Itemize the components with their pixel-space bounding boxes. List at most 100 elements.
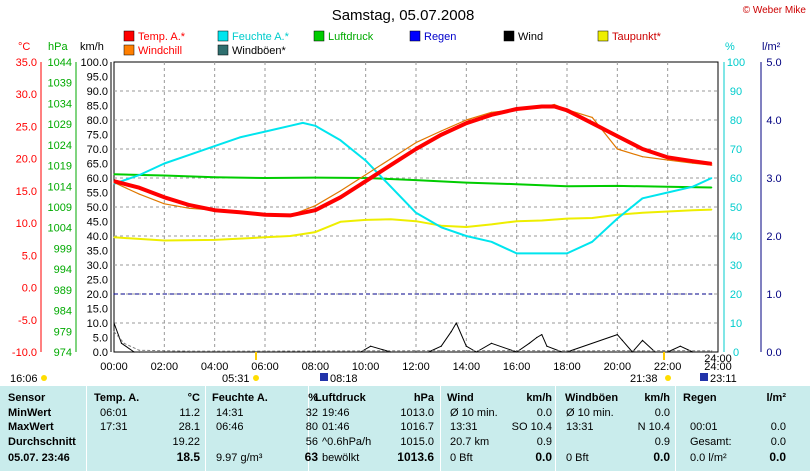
- legend-entry: Feuchte A.*: [232, 31, 290, 43]
- x-tick-label: 20:00: [604, 361, 632, 373]
- data-point: [440, 350, 442, 352]
- data-point: [541, 219, 543, 222]
- sensor-header: Sensor: [8, 392, 46, 404]
- data-point: [163, 174, 165, 177]
- data-point: [188, 207, 191, 209]
- data-point: [591, 241, 593, 243]
- data-point: [113, 293, 115, 295]
- data-point: [631, 351, 634, 353]
- series-line-taupunkt-: [113, 208, 712, 242]
- legend-swatch: [503, 30, 515, 42]
- data-point: [415, 179, 417, 181]
- legend-swatch: [217, 30, 229, 42]
- data-point: [314, 209, 316, 211]
- regen-time: Gesamt:: [690, 436, 732, 448]
- data-point: [214, 145, 216, 147]
- data-point: [138, 193, 140, 195]
- legend-swatch: [409, 30, 421, 42]
- data-point: [188, 351, 191, 353]
- feuchte-time: 14:31: [216, 407, 244, 419]
- druck-time: 19:46: [322, 407, 350, 419]
- kmh-axis-tick-label: 20.0: [87, 289, 108, 301]
- legend-entry: Taupunkt*: [612, 31, 662, 43]
- data-point: [188, 350, 191, 352]
- celsius-axis-tick-label: 10.0: [16, 218, 37, 230]
- sensor-row-label: Durchschnitt: [8, 436, 76, 448]
- column-separator: [440, 386, 441, 471]
- axis-units: °C hPa km/h% l/m²: [18, 41, 781, 53]
- wind-value: 0.9: [536, 436, 552, 448]
- data-point: [239, 136, 241, 138]
- celsius-axis-tick-label: 15.0: [16, 186, 37, 198]
- kmh-axis-tick-label: 30.0: [87, 260, 108, 272]
- x-tick-label: 04:00: [201, 361, 229, 373]
- data-point: [711, 350, 713, 352]
- x-tick-label: 08:00: [302, 361, 330, 373]
- percent-axis-tick-label: 0: [733, 347, 739, 359]
- temp-header: Temp. A.: [94, 392, 140, 404]
- data-point: [711, 293, 713, 295]
- data-point: [138, 174, 140, 176]
- data-point: [450, 331, 452, 333]
- rain-axis-tick-label: 3.0: [766, 173, 781, 185]
- statistics-table: Sensor MinWert MaxWert Durchschnitt 05.07. 2…: [0, 386, 810, 471]
- data-point: [264, 214, 266, 216]
- legend-entry: Temp. A.*: [138, 31, 186, 43]
- legend: Temp. A.* Feuchte A.* Luftdruck Regen Wind Ta…: [123, 30, 662, 57]
- data-point: [528, 342, 530, 344]
- legend-entry: Luftdruck: [328, 31, 374, 43]
- x-tick-label: 18:00: [553, 361, 581, 373]
- data-point: [616, 350, 618, 352]
- rain-unit: l/m²: [762, 41, 781, 53]
- kmh-axis-tick-label: 5.0: [93, 333, 108, 345]
- data-point: [490, 114, 493, 116]
- percent-axis-tick-label: 90: [730, 86, 742, 98]
- data-point: [339, 139, 342, 141]
- celsius-axis-tick-label: -10.0: [12, 347, 37, 359]
- data-point: [553, 105, 556, 108]
- moon-icon: [700, 373, 708, 381]
- rain-axis-tick-label: 1.0: [766, 289, 781, 301]
- column-separator: [675, 386, 676, 471]
- data-point: [516, 108, 518, 110]
- hpa-axis-tick-label: 1039: [48, 78, 72, 90]
- data-point: [120, 342, 123, 344]
- boeen-time: 0 Bft: [566, 452, 589, 464]
- data-point: [360, 351, 362, 353]
- hpa-axis-tick-label: 1029: [48, 119, 72, 131]
- data-point: [188, 204, 191, 206]
- data-point: [566, 351, 568, 353]
- x-tick-label: 12:00: [402, 361, 430, 373]
- feuchte-value: 56: [305, 436, 318, 448]
- data-point: [214, 176, 216, 178]
- data-point: [465, 235, 467, 237]
- legend-entry: Windchill: [138, 45, 182, 57]
- data-point: [314, 231, 316, 233]
- x-tick-label: 16:00: [503, 361, 531, 373]
- data-point: [123, 342, 125, 344]
- column-separator: [308, 386, 309, 471]
- hpa-axis-tick-label: 1019: [48, 161, 72, 173]
- data-point: [711, 186, 713, 189]
- kmh-axis-tick-label: 75.0: [87, 130, 108, 142]
- x-tick-label: 02:00: [151, 361, 179, 373]
- data-point: [692, 209, 694, 211]
- wind-value: SO 10.4: [511, 421, 552, 433]
- data-point: [214, 239, 216, 241]
- data-point: [536, 336, 538, 339]
- regen-value: 0.0: [769, 450, 786, 464]
- data-point: [616, 214, 618, 216]
- sensor-row-label: MinWert: [8, 407, 52, 419]
- feuchte-value: 63: [304, 450, 318, 464]
- data-point: [490, 111, 493, 113]
- x-tick-label: 14:00: [453, 361, 481, 373]
- data-point: [490, 342, 493, 344]
- data-point: [541, 334, 543, 336]
- data-point: [711, 351, 713, 353]
- percent-axis-tick-label: 40: [730, 231, 742, 243]
- legend-swatch: [313, 30, 325, 42]
- kmh-axis-tick-label: 10.0: [87, 318, 108, 330]
- kmh-axis-tick-label: 35.0: [87, 246, 108, 258]
- temp-time: 17:31: [100, 421, 128, 433]
